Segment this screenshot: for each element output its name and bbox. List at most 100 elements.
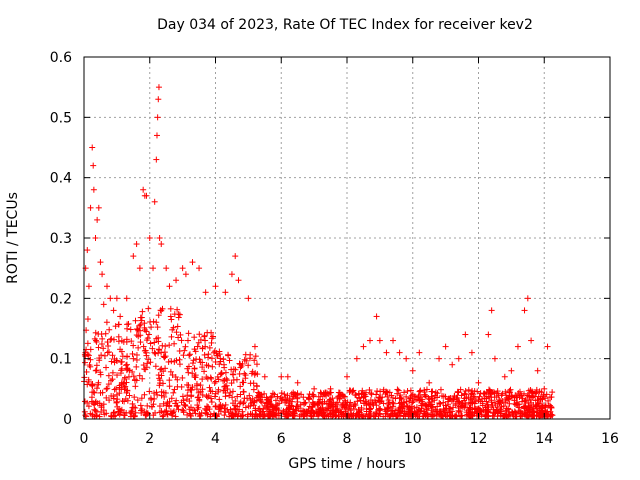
roti-point-background xyxy=(213,412,220,419)
roti-point-background xyxy=(230,366,237,373)
roti-point-background xyxy=(261,411,268,418)
roti-point-background xyxy=(532,397,539,404)
roti-point xyxy=(155,96,162,103)
roti-point xyxy=(90,186,97,193)
roti-point-background xyxy=(186,410,193,417)
roti-point-background xyxy=(208,355,215,362)
roti-point-background xyxy=(428,388,435,395)
roti-point-background xyxy=(363,389,370,396)
roti-point-background xyxy=(116,411,123,418)
roti-point xyxy=(202,289,209,296)
roti-point-background xyxy=(93,338,100,345)
roti-point-background xyxy=(401,389,408,396)
roti-point-background xyxy=(141,320,148,327)
x-axis-label: GPS time / hours xyxy=(288,456,406,472)
roti-point xyxy=(409,367,416,374)
roti-point-background xyxy=(533,386,540,393)
roti-point-background xyxy=(216,396,223,403)
roti-point-background xyxy=(303,412,310,419)
roti-point-background xyxy=(498,408,505,415)
roti-point-background xyxy=(98,409,105,416)
roti-point xyxy=(151,198,158,205)
roti-point-background xyxy=(147,340,154,347)
roti-point-background xyxy=(160,353,167,360)
roti-point-background xyxy=(137,321,144,328)
roti-point-background xyxy=(213,413,220,420)
roti-point xyxy=(143,192,150,199)
y-tick-label: 0.1 xyxy=(50,352,72,368)
roti-point-background xyxy=(396,394,403,401)
roti-point-background xyxy=(160,380,167,387)
roti-point-background xyxy=(270,407,277,414)
roti-point-background xyxy=(522,402,529,409)
roti-point-background xyxy=(92,367,99,374)
x-tick-label: 4 xyxy=(211,431,220,447)
roti-point xyxy=(284,373,291,380)
roti-point xyxy=(97,259,104,266)
roti-point-background xyxy=(142,412,149,419)
roti-point-background xyxy=(198,409,205,416)
roti-point-background xyxy=(461,397,468,404)
roti-point-background xyxy=(105,342,112,349)
roti-point-background xyxy=(121,386,128,393)
roti-point-background xyxy=(434,394,441,401)
roti-point xyxy=(436,355,443,362)
roti-point-background xyxy=(133,363,140,370)
roti-point-background xyxy=(130,355,137,362)
roti-point-background xyxy=(442,402,449,409)
roti-point-background xyxy=(442,409,449,416)
roti-point-background xyxy=(247,380,254,387)
roti-point xyxy=(156,235,163,241)
roti-point-background xyxy=(539,405,546,412)
roti-point-background xyxy=(126,392,133,399)
roti-point-background xyxy=(350,412,357,419)
roti-point-background xyxy=(174,376,181,383)
roti-point-background xyxy=(520,390,527,397)
roti-point-background xyxy=(196,356,203,363)
roti-point-background xyxy=(246,392,253,399)
roti-point-background xyxy=(251,371,258,378)
roti-point-background xyxy=(493,393,500,400)
roti-point-background xyxy=(407,394,414,401)
roti-point-background xyxy=(250,386,257,393)
roti-point-background xyxy=(174,383,181,390)
roti-point-background xyxy=(527,387,534,394)
roti-point-background xyxy=(145,305,152,312)
roti-point-background xyxy=(117,346,124,353)
roti-point-background xyxy=(132,404,139,411)
roti-point xyxy=(87,204,94,211)
roti-point-background xyxy=(294,398,301,405)
roti-point-background xyxy=(186,352,193,359)
roti-point-background xyxy=(139,375,146,382)
roti-point-background xyxy=(87,356,94,363)
roti-point-background xyxy=(108,358,115,365)
roti-point-background xyxy=(437,400,444,407)
roti-point xyxy=(327,385,334,392)
roti-point-background xyxy=(455,404,462,411)
roti-point-background xyxy=(199,364,206,371)
roti-point-background xyxy=(301,408,308,415)
roti-point-background xyxy=(174,323,181,330)
roti-point-background xyxy=(223,375,230,382)
roti-point-background xyxy=(267,401,274,408)
roti-point xyxy=(455,355,462,362)
roti-point-background xyxy=(208,399,215,406)
roti-point-background xyxy=(180,397,187,404)
roti-point-background xyxy=(299,407,306,414)
roti-point xyxy=(449,361,456,368)
roti-point-background xyxy=(220,377,227,384)
roti-point-background xyxy=(185,330,192,337)
roti-point-background xyxy=(153,319,160,326)
roti-point-background xyxy=(392,395,399,402)
roti-point-background xyxy=(84,351,91,358)
roti-point xyxy=(251,343,258,350)
roti-point-background xyxy=(339,402,346,409)
roti-point-background xyxy=(126,367,133,374)
roti-point-background xyxy=(494,409,501,416)
roti-point xyxy=(117,313,124,320)
roti-point xyxy=(475,379,482,386)
roti-point-background xyxy=(448,398,455,405)
roti-point-background xyxy=(216,361,223,368)
roti-point-background xyxy=(101,411,108,418)
roti-point-background xyxy=(98,340,105,347)
